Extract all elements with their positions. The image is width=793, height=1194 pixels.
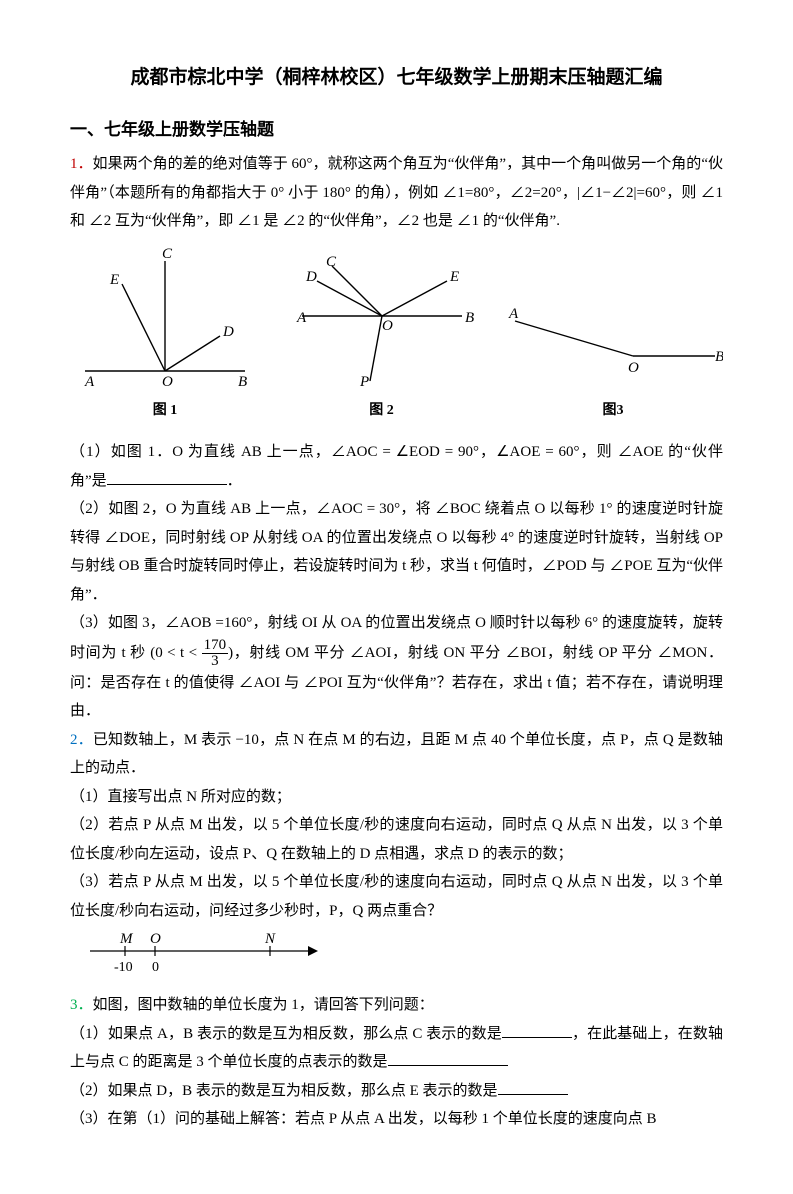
fig1-label-D: D [222, 324, 234, 340]
fraction-170-3: 1703 [202, 638, 229, 669]
fig1-label-A: A [84, 374, 95, 390]
fig2-label-B: B [465, 310, 474, 326]
fig3-label-A: A [508, 306, 519, 322]
figure-3-caption: 图3 [503, 398, 723, 425]
problem-1-text: 如果两个角的差的绝对值等于 60°，就称这两个角互为“伙伴角”，其中一个角叫做另… [70, 156, 723, 229]
fig2-label-O: O [382, 318, 393, 334]
nl-label-m10: -10 [114, 960, 133, 975]
number-line: M O N -10 0 [70, 931, 723, 981]
problem-3-q3: （3）在第（1）问的基础上解答：若点 P 从点 A 出发，以每秒 1 个单位长度… [70, 1105, 723, 1134]
blank-fill-3[interactable] [388, 1050, 508, 1066]
fig3-label-O: O [628, 360, 639, 376]
fig2-label-D: D [305, 269, 317, 285]
figure-2-caption: 图 2 [282, 398, 482, 425]
figure-1-caption: 图 1 [70, 398, 260, 425]
problem-3-text: 如图，图中数轴的单位长度为 1，请回答下列问题： [93, 997, 434, 1013]
blank-fill-4[interactable] [498, 1079, 568, 1095]
nl-label-O: O [150, 931, 161, 947]
problem-1-q2: （2）如图 2，O 为直线 AB 上一点，∠AOC = 30°，将 ∠BOC 绕… [70, 495, 723, 609]
problem-2-intro: 2．已知数轴上，M 表示 −10，点 N 在点 M 的右边，且距 M 点 40 … [70, 726, 723, 783]
blank-fill-1[interactable] [107, 469, 227, 485]
problem-number-2: 2． [70, 732, 93, 748]
problem-3-q1: （1）如果点 A，B 表示的数是互为相反数，那么点 C 表示的数是，在此基础上，… [70, 1020, 723, 1077]
problem-1-q1: （1）如图 1．O 为直线 AB 上一点，∠AOC = ∠EOD = 90°，∠… [70, 438, 723, 495]
problem-2-q2: （2）若点 P 从点 M 出发，以 5 个单位长度/秒的速度向右运动，同时点 Q… [70, 811, 723, 868]
problem-3-q2a: （2）如果点 D，B 表示的数是互为相反数，那么点 E 表示的数是 [70, 1083, 498, 1099]
problem-2-text: 已知数轴上，M 表示 −10，点 N 在点 M 的右边，且距 M 点 40 个单… [70, 732, 723, 777]
nl-label-M: M [119, 931, 134, 947]
blank-fill-2[interactable] [502, 1022, 572, 1038]
fig2-label-A: A [296, 310, 307, 326]
problem-1-q3: （3）如图 3，∠AOB =160°，射线 OI 从 OA 的位置出发绕点 O … [70, 609, 723, 726]
problem-2-q3: （3）若点 P 从点 M 出发，以 5 个单位长度/秒的速度向右运动，同时点 Q… [70, 868, 723, 925]
nl-label-N: N [264, 931, 276, 947]
page-title: 成都市棕北中学（桐梓林校区）七年级数学上册期末压轴题汇编 [70, 60, 723, 96]
section-header: 一、七年级上册数学压轴题 [70, 114, 723, 146]
problem-1-q1-tail: ． [227, 473, 242, 489]
problem-number-1: 1． [70, 156, 93, 172]
problem-3-intro: 3．如图，图中数轴的单位长度为 1，请回答下列问题： [70, 991, 723, 1020]
figure-2: A B O C D E P 图 2 [282, 256, 482, 425]
figure-3: A B O 图3 [503, 306, 723, 425]
figure-3-svg: A B O [503, 306, 723, 396]
problem-3-q2: （2）如果点 D，B 表示的数是互为相反数，那么点 E 表示的数是 [70, 1077, 723, 1106]
fig2-label-E: E [449, 269, 459, 285]
figure-1-svg: A B O C D E [70, 246, 260, 396]
figure-1: A B O C D E 图 1 [70, 246, 260, 425]
problem-3-q1a: （1）如果点 A，B 表示的数是互为相反数，那么点 C 表示的数是 [70, 1026, 502, 1042]
figure-2-svg: A B O C D E P [282, 256, 482, 396]
fig3-label-B: B [715, 349, 723, 365]
fig2-label-C: C [326, 256, 337, 270]
fig1-label-E: E [109, 272, 119, 288]
number-line-svg: M O N -10 0 [70, 931, 330, 981]
fig1-label-O: O [162, 374, 173, 390]
fig1-label-B: B [238, 374, 247, 390]
problem-1-intro: 1．如果两个角的差的绝对值等于 60°，就称这两个角互为“伙伴角”，其中一个角叫… [70, 150, 723, 236]
nl-label-0: 0 [152, 960, 159, 975]
fig1-label-C: C [162, 246, 173, 262]
problem-number-3: 3． [70, 997, 93, 1013]
problem-2-q1: （1）直接写出点 N 所对应的数； [70, 783, 723, 812]
figure-row: A B O C D E 图 1 A B O C [70, 246, 723, 425]
fig2-label-P: P [359, 374, 369, 390]
